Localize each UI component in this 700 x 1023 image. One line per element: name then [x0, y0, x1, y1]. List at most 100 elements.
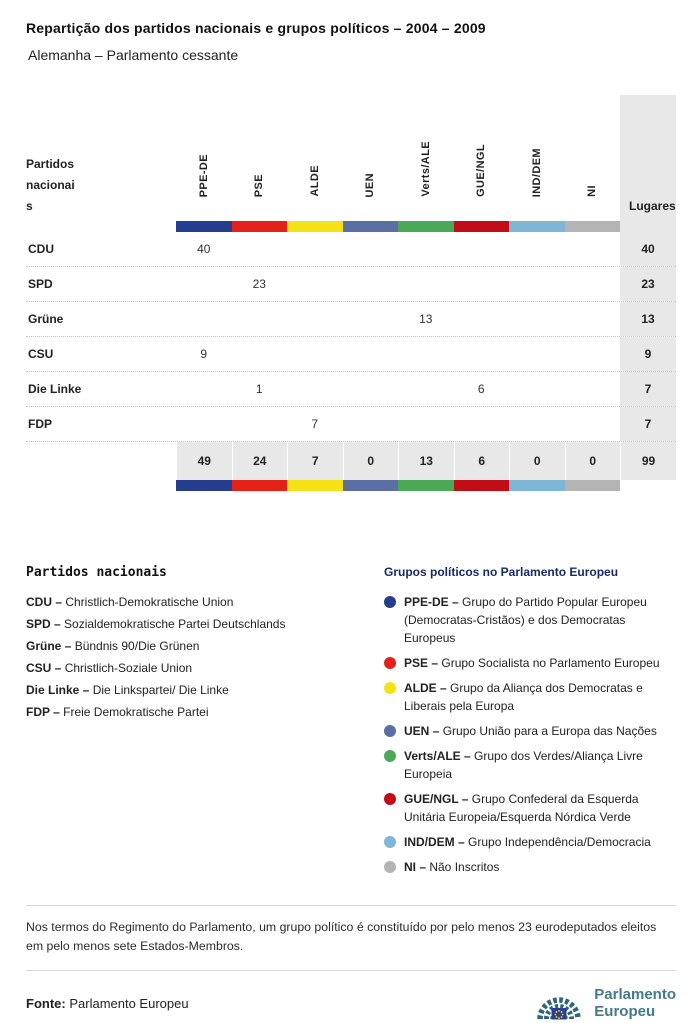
total-cell-gue-ngl: 6 [453, 442, 509, 480]
group-legend-abbr: GUE/NGL – [404, 792, 472, 806]
source-label: Fonte: [26, 995, 66, 1011]
group-legend-text: PSE – Grupo Socialista no Parlamento Eur… [404, 654, 676, 672]
group-legend-abbr: IND/DEM – [404, 835, 469, 849]
column-label-ni: NI [586, 185, 599, 197]
party-legend-item: CSU – Christlich-Soziale Union [26, 659, 384, 677]
value-cell-uen [343, 232, 399, 266]
color-bar-ind-dem [509, 221, 565, 232]
value-cell-pse [232, 302, 288, 336]
column-header-ind-dem: IND/DEM [509, 95, 565, 221]
color-bar-row [26, 221, 676, 232]
seats-column-header: Lugares [620, 95, 676, 221]
totals-row: 49 24 7 0 13 6 0 0 99 [26, 442, 676, 480]
party-legend-name: Freie Demokratische Partei [63, 705, 209, 719]
group-legend-text: IND/DEM – Grupo Independência/Democracia [404, 833, 676, 851]
source-line: Fonte: Parlamento Europeu [26, 996, 189, 1011]
ep-logo-line1: Parlamento [594, 986, 676, 1003]
group-legend-text: ALDE – Grupo da Aliança dos Democratas e… [404, 679, 676, 715]
color-bar-ppe-de [176, 221, 232, 232]
group-legend-abbr: Verts/ALE – [404, 749, 475, 763]
european-parliament-logo: Parlamento Europeu [533, 983, 676, 1023]
group-legend-item: ALDE – Grupo da Aliança dos Democratas e… [384, 679, 676, 715]
column-header-gue-ngl: GUE/NGL [454, 95, 510, 221]
column-label-verts-ale: Verts/ALE [419, 141, 432, 197]
value-cell-gue-ngl [454, 232, 510, 266]
column-label-ind-dem: IND/DEM [530, 147, 543, 197]
value-cell-pse [232, 232, 288, 266]
party-legend-name: Sozialdemokratische Partei Deutschlands [64, 617, 286, 631]
column-label-ppe-de: PPE-DE [197, 153, 210, 197]
value-cell-alde: 7 [311, 417, 319, 431]
value-cell-alde [287, 267, 343, 301]
party-legend-name: Bündnis 90/Die Grünen [74, 639, 200, 653]
row-seats-cell: 40 [620, 232, 676, 266]
color-bar-ni [564, 221, 620, 232]
legend-dot-pse [384, 657, 396, 669]
color-bar-uen [342, 480, 398, 491]
color-bar-uen [342, 221, 398, 232]
value-cell-pse: 1 [255, 382, 263, 396]
source-value: Parlamento Europeu [69, 995, 189, 1011]
value-cell-ppe-de [176, 267, 232, 301]
party-legend-item: CDU – Christlich-Demokratische Union [26, 593, 384, 611]
color-bar-ni [564, 480, 620, 491]
party-name-cell: Die Linke [28, 382, 82, 396]
column-label-uen: UEN [364, 172, 377, 197]
party-legend-abbr: FDP – [26, 705, 64, 719]
group-legend-description: Grupo Confederal da Esquerda Unitária Eu… [404, 792, 639, 824]
column-header-verts-ale: Verts/ALE [398, 95, 454, 221]
group-legend-description: Grupo dos Verdes/Aliança Livre Europeia [404, 749, 643, 781]
group-legend-description: Grupo Socialista no Parlamento Europeu [441, 656, 660, 670]
party-column-label: Partidos nacionais [26, 157, 75, 213]
total-cell-ppe-de: 49 [176, 442, 232, 480]
total-seats-cell: 99 [620, 442, 676, 480]
group-legend-item: NI – Não Inscritos [384, 858, 676, 876]
value-cell-ppe-de [176, 302, 232, 336]
party-legend-name: Die Linkspartei/ Die Linke [92, 683, 229, 697]
value-cell-ni [565, 337, 621, 371]
color-bar-row [26, 480, 676, 491]
column-label-alde: ALDE [308, 165, 321, 197]
group-legend-item: GUE/NGL – Grupo Confederal da Esquerda U… [384, 790, 676, 826]
column-label-gue-ngl: GUE/NGL [475, 144, 488, 197]
group-legend-item: PPE-DE – Grupo do Partido Popular Europe… [384, 593, 676, 647]
page-subtitle: Alemanha – Parlamento cessante [28, 47, 239, 63]
table-row: Grüne 13 13 [26, 302, 676, 337]
row-seats-cell: 9 [620, 337, 676, 371]
footnote: Nos termos do Regimento do Parlamento, u… [26, 905, 676, 971]
value-cell-ni [565, 407, 621, 441]
groups-legend-list: PPE-DE – Grupo do Partido Popular Europe… [384, 593, 676, 876]
parties-legend-title: Partidos nacionais [26, 565, 167, 580]
table-header-row: Partidos nacionais PPE-DE PSE ALDE UEN Verts/… [26, 95, 676, 221]
value-cell-verts-ale: 13 [419, 312, 433, 326]
party-legend-item: FDP – Freie Demokratische Partei [26, 703, 384, 721]
color-bar-ppe-de [176, 480, 232, 491]
value-cell-gue-ngl [454, 302, 510, 336]
group-legend-item: Verts/ALE – Grupo dos Verdes/Aliança Liv… [384, 747, 676, 783]
group-legend-item: PSE – Grupo Socialista no Parlamento Eur… [384, 654, 676, 672]
value-cell-ni [565, 232, 621, 266]
value-cell-verts-ale [398, 232, 454, 266]
party-legend-name: Christlich-Soziale Union [64, 661, 193, 675]
group-legend-abbr: ALDE – [404, 681, 451, 695]
party-name-cell: CDU [28, 242, 54, 256]
value-cell-verts-ale [398, 407, 454, 441]
party-column-header: Partidos nacionais [26, 95, 176, 221]
parties-legend-list: CDU – Christlich-Demokratische Union SPD … [26, 593, 384, 721]
eu-flag [551, 1008, 567, 1020]
color-bar-alde [287, 480, 343, 491]
value-cell-ind-dem [509, 302, 565, 336]
table-row: CDU 40 40 [26, 232, 676, 267]
color-bar-alde [287, 221, 343, 232]
color-bar-verts-ale [398, 221, 454, 232]
group-legend-abbr: PSE – [404, 656, 442, 670]
party-legend-abbr: CDU – [26, 595, 66, 609]
value-cell-uen [343, 372, 399, 406]
table-row: FDP 7 7 [26, 407, 676, 442]
color-bar-ind-dem [509, 480, 565, 491]
total-cell-pse: 24 [231, 442, 287, 480]
total-cell-ind-dem: 0 [509, 442, 565, 480]
color-bar-pse [231, 480, 287, 491]
color-bar-gue-ngl [453, 480, 509, 491]
